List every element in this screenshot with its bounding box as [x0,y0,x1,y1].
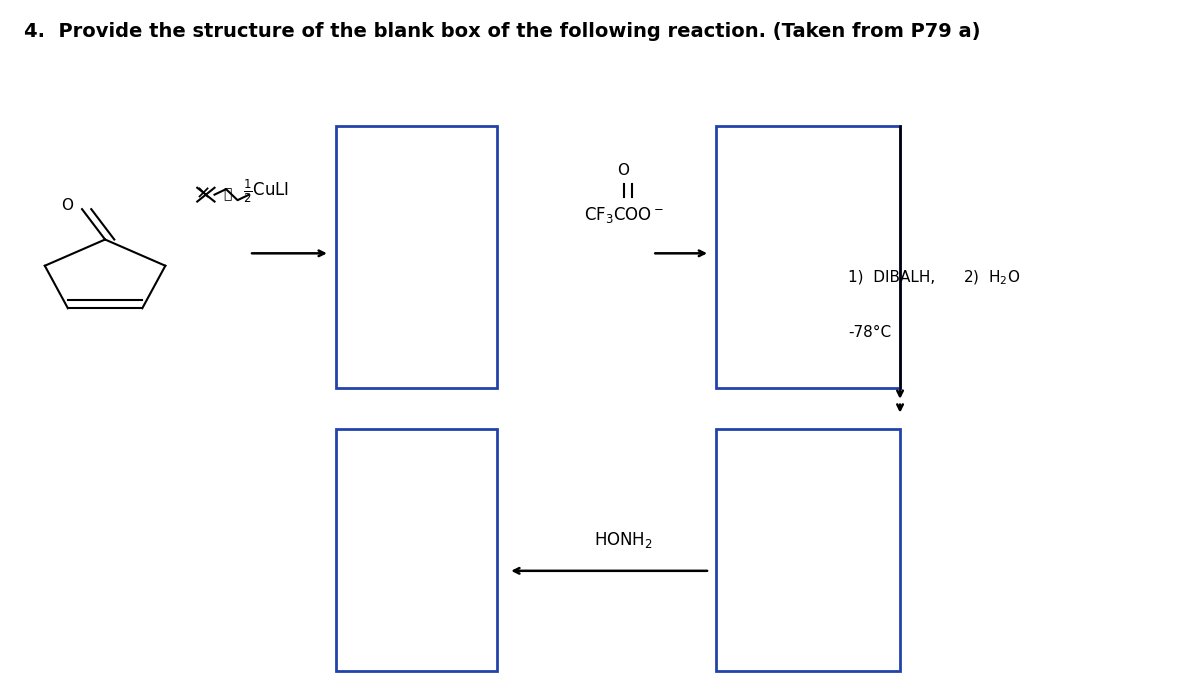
FancyBboxPatch shape [336,430,497,671]
Text: 2)  H$_2$O: 2) H$_2$O [964,268,1021,287]
FancyBboxPatch shape [336,125,497,388]
Text: ✕: ✕ [196,186,210,204]
Text: -78°C: -78°C [848,325,892,340]
Text: ⌒: ⌒ [223,188,232,202]
Text: HONH$_2$: HONH$_2$ [594,529,653,550]
FancyBboxPatch shape [715,125,900,388]
Text: CF$_3$COO$^-$: CF$_3$COO$^-$ [583,205,664,225]
FancyBboxPatch shape [715,430,900,671]
Text: $\frac{1}{2}$CuLI: $\frac{1}{2}$CuLI [244,177,289,205]
Text: 4.  Provide the structure of the blank box of the following reaction. (Taken fro: 4. Provide the structure of the blank bo… [24,22,980,41]
Text: O: O [618,163,630,178]
Text: 1)  DIBALH,: 1) DIBALH, [848,270,936,285]
Text: O: O [61,198,73,213]
